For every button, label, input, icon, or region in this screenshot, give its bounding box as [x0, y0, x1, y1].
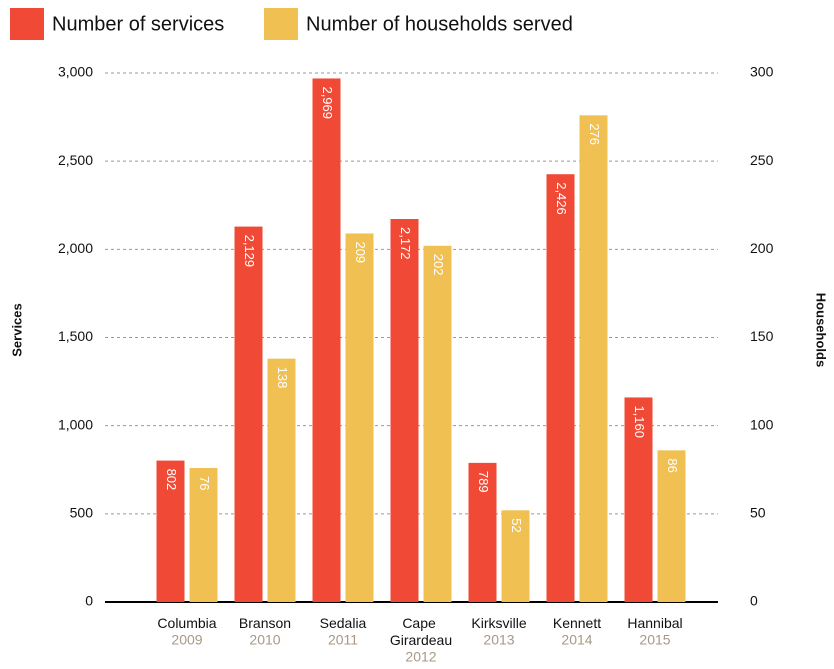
y2-axis-title: Households: [814, 293, 829, 367]
y-tick-label: 0: [85, 593, 93, 609]
y2-tick-label: 200: [750, 240, 774, 256]
value-label: 76: [197, 476, 212, 490]
y2-tick-label: 250: [750, 152, 774, 168]
value-label: 209: [353, 241, 368, 263]
value-label: 2,172: [398, 227, 413, 260]
value-label: 1,160: [632, 405, 647, 438]
bar: [423, 245, 452, 602]
y-tick-label: 3,000: [58, 64, 93, 80]
y-tick-label: 1,500: [58, 328, 93, 344]
y-tick-label: 1,000: [58, 416, 93, 432]
bar: [390, 219, 419, 602]
x-tick-label: Columbia: [157, 615, 216, 631]
y-tick-label: 2,500: [58, 152, 93, 168]
value-label: 138: [275, 367, 290, 389]
bar: [657, 450, 686, 602]
value-label: 789: [476, 471, 491, 493]
y2-tick-label: 300: [750, 64, 774, 80]
bar: [345, 233, 374, 603]
value-label: 802: [164, 469, 179, 491]
value-label: 86: [665, 458, 680, 472]
bar: [579, 115, 608, 602]
y2-tick-label: 50: [750, 505, 766, 521]
bar: [267, 358, 296, 602]
bar: [468, 462, 497, 602]
y-tick-label: 500: [70, 505, 94, 521]
y-tick-label: 2,000: [58, 240, 93, 256]
bar: [501, 510, 530, 602]
x-tick-sublabel: 2011: [328, 632, 358, 648]
legend-swatch: [264, 8, 298, 40]
bar: [624, 397, 653, 602]
x-tick-label: Cape Girardeau: [390, 615, 452, 648]
value-label: 2,426: [554, 182, 569, 215]
x-tick-label: Hannibal: [627, 615, 682, 631]
x-tick-label: Kirksville: [471, 615, 526, 631]
x-tick-label: Kennett: [553, 615, 601, 631]
x-tick-label: Sedalia: [320, 615, 367, 631]
x-tick-sublabel: 2009: [171, 632, 202, 648]
bar: [156, 460, 185, 602]
value-label: 276: [587, 123, 602, 145]
y2-tick-label: 100: [750, 416, 774, 432]
bar: [234, 226, 263, 602]
x-tick-sublabel: 2015: [639, 632, 670, 648]
value-label: 2,969: [320, 86, 335, 119]
legend-label: Number of households served: [306, 13, 573, 35]
x-tick-sublabel: 2012: [405, 649, 436, 665]
bar: [546, 174, 575, 602]
bar: [189, 467, 218, 602]
x-tick-label: Branson: [239, 615, 291, 631]
y-axis-title: Services: [9, 303, 24, 357]
x-tick-sublabel: 2014: [561, 632, 592, 648]
value-label: 52: [509, 518, 524, 532]
y2-tick-label: 0: [750, 593, 758, 609]
x-tick-sublabel: 2013: [483, 632, 514, 648]
value-label: 2,129: [242, 235, 257, 268]
legend-label: Number of services: [52, 13, 224, 35]
value-label: 202: [431, 254, 446, 276]
y2-tick-label: 150: [750, 328, 774, 344]
bar: [312, 78, 341, 603]
legend-swatch: [10, 8, 44, 40]
x-tick-sublabel: 2010: [249, 632, 280, 648]
